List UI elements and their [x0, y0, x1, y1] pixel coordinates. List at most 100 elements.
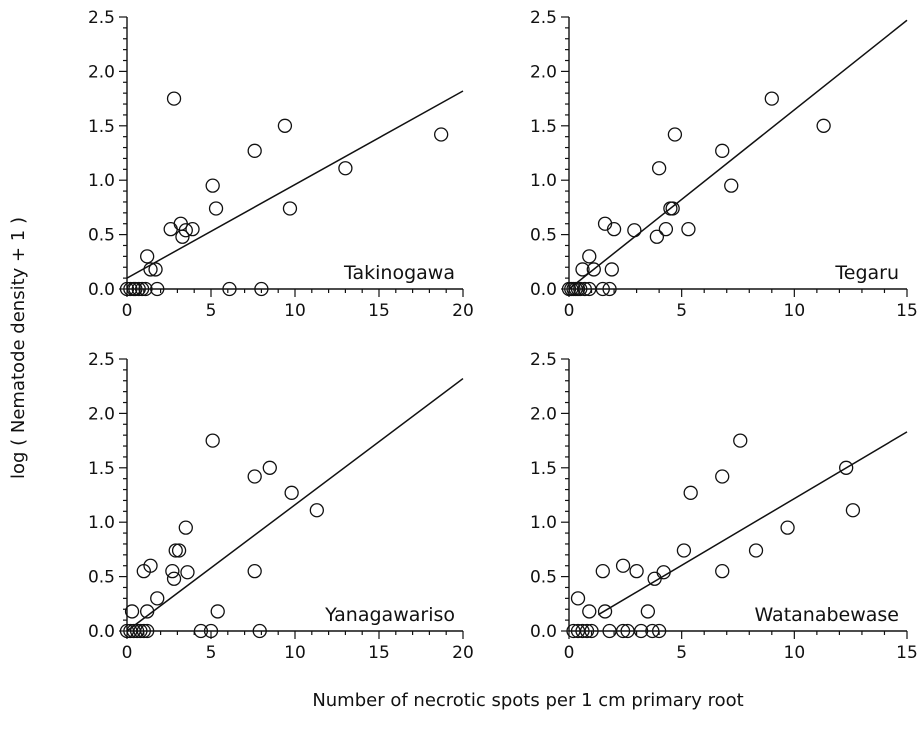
y-tick-label-tegaru: 0.0 — [530, 280, 557, 300]
data-point-takinogawa — [205, 178, 220, 193]
x-axis-title: Number of necrotic spots per 1 cm primar… — [312, 690, 743, 711]
data-point-yanagawariso — [133, 623, 148, 639]
y-tick-label-watanabewase: 0.0 — [530, 622, 557, 642]
regression-line-watanabewase — [597, 431, 908, 616]
data-point-watanabewase — [780, 520, 795, 535]
regression-line-tegaru — [568, 19, 908, 290]
x-tick-label-takinogawa: 15 — [368, 301, 390, 321]
data-point-takinogawa — [123, 281, 138, 297]
data-point-watanabewase — [651, 623, 667, 639]
x-tick-label-watanabewase: 5 — [676, 643, 687, 663]
x-tick-label-yanagawariso: 15 — [368, 643, 390, 663]
data-point-tegaru — [586, 262, 601, 277]
y-tick-label-tegaru: 2.5 — [530, 8, 557, 28]
x-tick-label-takinogawa: 5 — [206, 301, 217, 321]
panel-tegaru: 0.0 0.5 1.0 1.5 2.0 2.5 0 5 10 15 Tegaru — [530, 8, 918, 321]
data-point-takinogawa — [277, 118, 293, 133]
data-point-yanagawariso — [171, 543, 187, 558]
data-point-tegaru — [816, 118, 831, 133]
data-point-takinogawa — [140, 249, 155, 264]
data-point-yanagawariso — [140, 604, 155, 619]
data-point-tegaru — [595, 281, 610, 297]
data-point-yanagawariso — [140, 623, 155, 639]
data-point-watanabewase — [733, 433, 748, 448]
panel-yanagawariso: 0.0 0.5 1.0 1.5 2.0 2.5 0 5 10 15 20 Yanagawariso — [88, 350, 474, 663]
data-point-yanagawariso — [252, 623, 267, 639]
data-point-yanagawariso — [247, 469, 262, 484]
data-point-tegaru — [651, 161, 667, 176]
x-tick-label-watanabewase: 0 — [564, 643, 575, 663]
data-point-takinogawa — [134, 281, 150, 297]
y-tick-label-takinogawa: 0.0 — [88, 280, 115, 300]
y-tick-label-yanagawariso: 2.0 — [88, 404, 115, 424]
data-point-watanabewase — [645, 623, 660, 639]
data-point-yanagawariso — [165, 564, 180, 579]
data-point-yanagawariso — [262, 460, 277, 475]
x-tick-label-takinogawa: 20 — [452, 301, 474, 321]
data-point-yanagawariso — [178, 520, 193, 535]
data-point-takinogawa — [178, 223, 193, 238]
data-point-takinogawa — [185, 222, 200, 237]
data-point-yanagawariso — [129, 623, 145, 639]
data-point-yanagawariso — [309, 503, 324, 518]
data-point-watanabewase — [656, 565, 671, 580]
data-point-watanabewase — [579, 623, 595, 639]
x-tick-label-takinogawa: 0 — [122, 301, 133, 321]
y-tick-label-yanagawariso: 1.0 — [88, 513, 115, 533]
x-tick-label-tegaru: 5 — [676, 301, 687, 321]
panel-label-yanagawariso: Yanagawariso — [324, 604, 455, 626]
data-point-takinogawa — [166, 91, 182, 106]
x-tick-label-watanabewase: 10 — [784, 643, 806, 663]
data-point-takinogawa — [148, 262, 163, 277]
data-point-yanagawariso — [205, 433, 220, 448]
y-tick-label-watanabewase: 2.5 — [530, 350, 557, 370]
x-tick-label-yanagawariso: 10 — [284, 643, 306, 663]
y-tick-label-tegaru: 1.5 — [530, 117, 557, 137]
data-point-takinogawa — [163, 222, 178, 237]
data-point-tegaru — [602, 281, 617, 297]
data-point-watanabewase — [633, 623, 649, 639]
data-point-takinogawa — [208, 201, 224, 216]
data-point-yanagawariso — [210, 604, 225, 619]
data-point-tegaru — [604, 262, 619, 277]
data-point-takinogawa — [119, 281, 135, 297]
data-point-watanabewase — [570, 591, 586, 606]
y-tick-label-yanagawariso: 1.5 — [88, 459, 115, 479]
y-tick-label-yanagawariso: 0.0 — [88, 622, 115, 642]
x-tick-label-tegaru: 0 — [564, 301, 575, 321]
data-point-takinogawa — [254, 281, 269, 297]
y-tick-label-watanabewase: 0.5 — [530, 568, 557, 588]
data-point-yanagawariso — [168, 543, 183, 558]
data-point-tegaru — [681, 222, 696, 237]
data-point-watanabewase — [582, 604, 597, 619]
data-point-takinogawa — [150, 281, 165, 297]
y-tick-label-yanagawariso: 2.5 — [88, 350, 115, 370]
data-point-watanabewase — [584, 623, 599, 639]
panel-takinogawa: 0.0 0.5 1.0 1.5 2.0 2.5 0 5 10 15 20 Takinogawa — [88, 8, 474, 321]
data-point-yanagawariso — [193, 623, 209, 639]
data-point-tegaru — [724, 178, 739, 193]
x-tick-label-tegaru: 15 — [896, 301, 918, 321]
data-point-watanabewase — [575, 623, 590, 639]
data-point-yanagawariso — [284, 485, 299, 500]
x-tick-label-takinogawa: 10 — [284, 301, 306, 321]
data-point-takinogawa — [131, 281, 146, 297]
data-point-watanabewase — [629, 564, 644, 579]
data-point-takinogawa — [282, 201, 298, 216]
data-point-watanabewase — [715, 469, 730, 484]
x-tick-label-tegaru: 10 — [784, 301, 806, 321]
data-point-takinogawa — [143, 262, 158, 277]
y-tick-label-watanabewase: 1.5 — [530, 459, 557, 479]
data-point-watanabewase — [676, 543, 692, 558]
data-point-yanagawariso — [124, 604, 140, 619]
data-point-yanagawariso — [180, 565, 195, 580]
y-tick-label-yanagawariso: 0.5 — [88, 568, 115, 588]
regression-line-yanagawariso — [126, 377, 464, 632]
data-point-yanagawariso — [166, 571, 182, 586]
data-point-takinogawa — [128, 281, 143, 297]
y-tick-label-takinogawa: 2.5 — [88, 8, 115, 28]
panel-watanabewase: 0.0 0.5 1.0 1.5 2.0 2.5 0 5 10 15 Watanabewase — [530, 350, 918, 663]
data-point-tegaru — [575, 262, 590, 277]
data-point-yanagawariso — [143, 558, 158, 573]
